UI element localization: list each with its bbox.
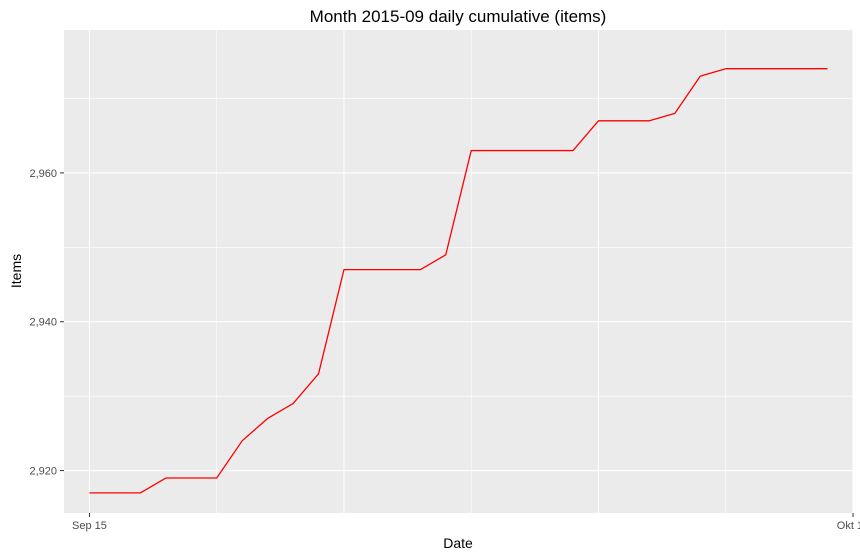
- y-tick-label: 2,960: [29, 168, 57, 180]
- y-tick-label: 2,940: [29, 317, 57, 329]
- axis-ticks: 2,920 2,940 2,960 Sep 15 Okt 15: [29, 168, 860, 532]
- x-axis-title: Date: [443, 535, 473, 551]
- plot-panel: [64, 30, 853, 513]
- series-line: [89, 68, 828, 494]
- series-layer: [89, 68, 828, 494]
- x-tick-label: Sep 15: [72, 520, 107, 532]
- y-axis-title: Items: [8, 254, 24, 288]
- y-tick-label: 2,920: [29, 466, 57, 478]
- major-grid: [64, 30, 854, 513]
- minor-grid: [64, 30, 853, 513]
- x-tick-label: Okt 15: [837, 520, 860, 532]
- chart-title: Month 2015-09 daily cumulative (items): [310, 7, 607, 26]
